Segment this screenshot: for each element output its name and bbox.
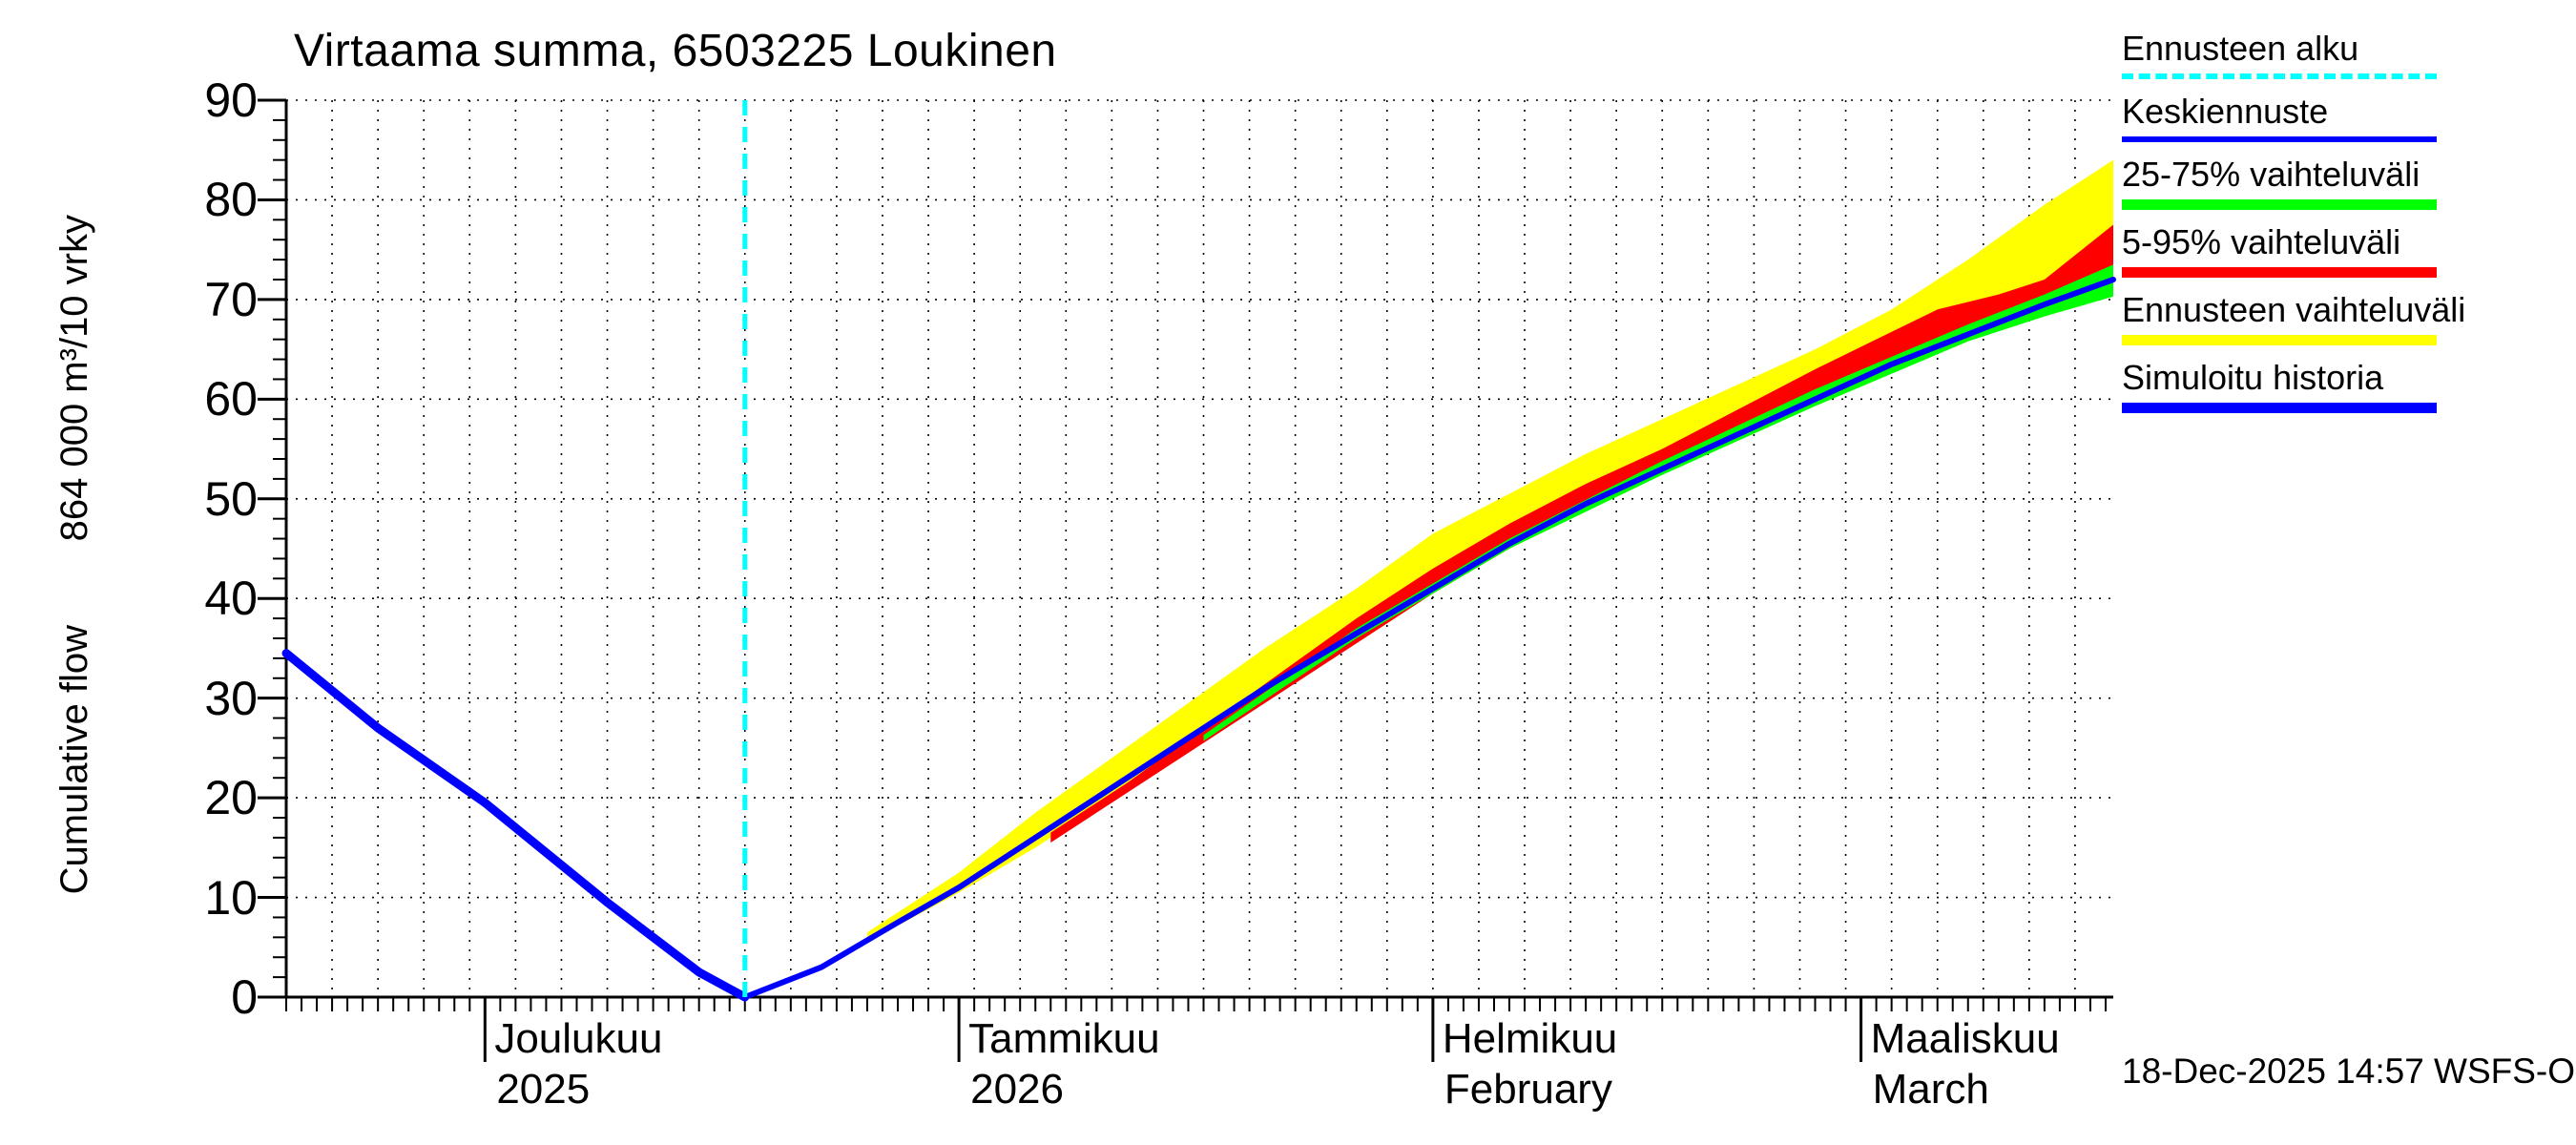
legend-label: Simuloitu historia xyxy=(2122,358,2384,397)
month-sublabel: 2025 xyxy=(496,1066,591,1113)
series-simuloitu-historia xyxy=(281,649,750,1002)
series-25-75-vaihteluv-li xyxy=(1203,264,2113,741)
month-sublabel: March xyxy=(1872,1066,1989,1113)
series-keskiennuste xyxy=(741,277,2116,1000)
legend-label: Ennusteen alku xyxy=(2122,29,2359,68)
month-label: Tammikuu xyxy=(968,1015,1160,1062)
y-tick-label: 80 xyxy=(204,173,258,227)
y-tick-label: 20 xyxy=(204,771,258,825)
grid xyxy=(286,99,2113,997)
month-label-group: Joulukuu 2025 xyxy=(494,1013,662,1114)
legend-line-forecast-range xyxy=(2122,335,2437,345)
month-label-group: Tammikuu 2026 xyxy=(968,1013,1160,1114)
legend-line-25-75 xyxy=(2122,199,2437,210)
month-label: Helmikuu xyxy=(1442,1015,1618,1062)
legend-line-median xyxy=(2122,136,2437,142)
legend-label: 25-75% vaihteluväli xyxy=(2122,155,2420,194)
legend-item: Ennusteen alku xyxy=(2122,29,2437,79)
series-5-95-vaihteluv-li xyxy=(1050,224,2113,843)
legend-label: 5-95% vaihteluväli xyxy=(2122,222,2401,261)
y-tick-label: 60 xyxy=(204,372,258,427)
month-sublabel: February xyxy=(1444,1066,1612,1113)
legend-item: 25-75% vaihteluväli xyxy=(2122,155,2437,210)
legend-item: Simuloitu historia xyxy=(2122,358,2437,413)
y-tick-label: 50 xyxy=(204,471,258,526)
legend-line-simulated-history xyxy=(2122,403,2437,413)
y-tick-label: 90 xyxy=(204,73,258,127)
axes-and-ticks xyxy=(258,98,2113,1062)
legend-line-forecast-start xyxy=(2122,73,2437,79)
legend-item: Keskiennuste xyxy=(2122,92,2437,142)
y-tick-label: 10 xyxy=(204,870,258,925)
legend: Ennusteen alku Keskiennuste 25-75% vaiht… xyxy=(2122,29,2466,426)
y-tick-label: 70 xyxy=(204,272,258,326)
month-sublabel: 2026 xyxy=(970,1066,1064,1113)
month-label: Joulukuu xyxy=(494,1015,663,1062)
legend-label: Keskiennuste xyxy=(2122,92,2329,131)
legend-label: Ennusteen vaihteluväli xyxy=(2122,290,2466,329)
month-label: Maaliskuu xyxy=(1870,1015,2060,1062)
legend-line-5-95 xyxy=(2122,267,2437,278)
y-tick-label: 30 xyxy=(204,671,258,725)
timestamp: 18-Dec-2025 14:57 WSFS-O xyxy=(2122,1051,2576,1091)
chart-series xyxy=(281,100,2116,1002)
chart-title: Virtaama summa, 6503225 Loukinen xyxy=(294,26,1057,76)
month-label-group: Helmikuu February xyxy=(1443,1013,1617,1114)
y-axis-name-label: Cumulative flow xyxy=(53,625,95,895)
legend-item: Ennusteen vaihteluväli xyxy=(2122,290,2466,345)
y-tick-label: 40 xyxy=(204,572,258,626)
month-label-group: Maaliskuu March xyxy=(1871,1013,2060,1114)
legend-item: 5-95% vaihteluväli xyxy=(2122,222,2437,278)
y-tick-label: 0 xyxy=(231,970,258,1024)
